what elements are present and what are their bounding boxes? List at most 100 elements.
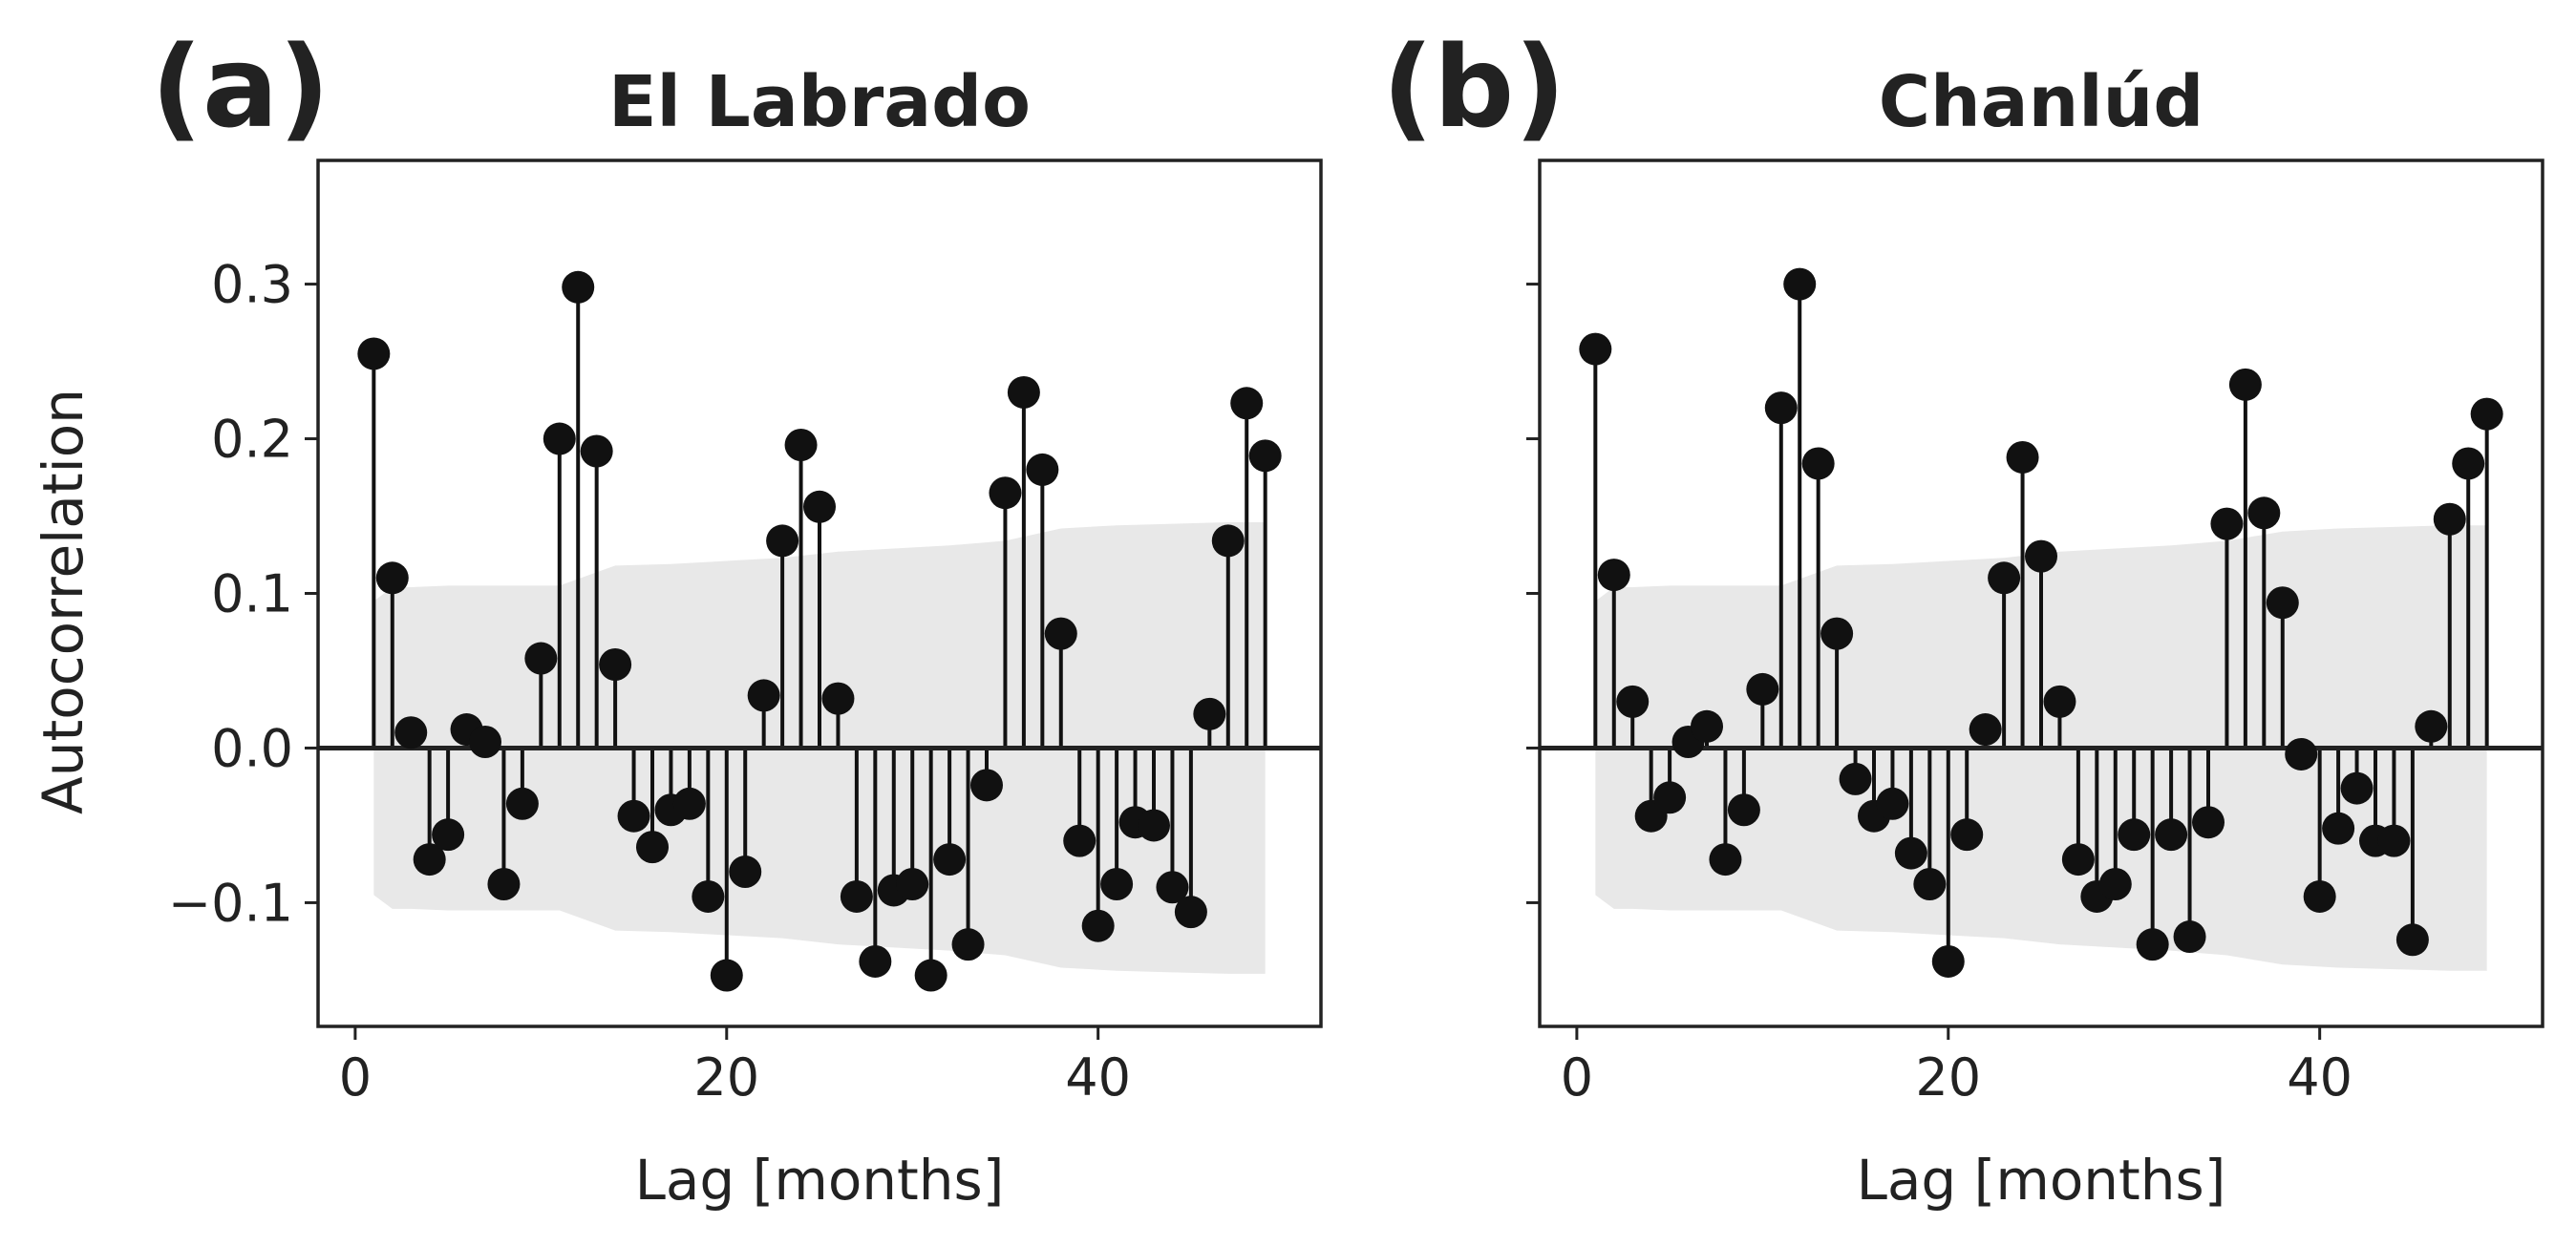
acf-point (821, 682, 855, 715)
acf-point (2136, 928, 2169, 961)
acf-point (1931, 944, 1965, 978)
acf-point (1709, 843, 1742, 876)
acf-point (729, 855, 762, 889)
acf-point (1100, 867, 1134, 900)
y-tick-label: −0.1 (168, 873, 293, 933)
panel-chanlud: (b) Chanlúd Lag [months] 0 20 40 (1382, 21, 2544, 1213)
acf-point (1727, 793, 1760, 827)
acf-point (914, 959, 947, 992)
y-tick-label: 0.3 (211, 255, 293, 315)
acf-point (784, 429, 818, 462)
acf-point (896, 867, 929, 900)
x-tick-label: 20 (693, 1047, 759, 1108)
acf-point (562, 270, 595, 304)
acf-point (432, 818, 465, 852)
acf-point (2155, 818, 2188, 852)
acf-point (2210, 507, 2244, 540)
acf-point (636, 831, 669, 864)
acf-point (469, 725, 501, 758)
x-axis-label-a: Lag [months] (635, 1148, 1005, 1213)
acf-point (1820, 617, 1854, 650)
x-tick-label: 40 (2287, 1047, 2352, 1108)
acf-point (672, 787, 706, 820)
acf-point (2247, 496, 2281, 530)
acf-point (543, 422, 576, 455)
acf-point (1044, 617, 1077, 650)
acf-point (840, 879, 873, 913)
acf-point (1783, 267, 1817, 301)
acf-point (505, 787, 539, 820)
acf-point (1063, 824, 1096, 857)
acf-point (2377, 824, 2411, 857)
acf-point (1969, 713, 2002, 747)
acf-point (1616, 685, 1650, 718)
panel-title-a: El Labrado (608, 61, 1031, 143)
acf-point (692, 879, 725, 913)
acf-point (2043, 685, 2076, 718)
acf-point (1081, 909, 1115, 942)
acf-point (803, 490, 836, 523)
y-tick-label: 0.1 (211, 564, 293, 624)
acf-point (1894, 836, 1927, 870)
x-tick-label: 0 (1561, 1047, 1593, 1108)
acf-point (951, 928, 985, 961)
acf-point (1597, 559, 1630, 592)
acf-point (1950, 818, 1984, 852)
acf-point (2006, 440, 2039, 474)
acf-point (2285, 737, 2318, 771)
acf-point (1156, 871, 1189, 904)
acf-point (2266, 586, 2299, 620)
acf-point (2303, 879, 2336, 913)
acf-point (1138, 809, 1170, 842)
acf-point (1230, 387, 1264, 420)
acf-point (2415, 709, 2448, 743)
acf-point (1913, 867, 1947, 900)
acf-point (617, 799, 650, 833)
acf-point (1746, 672, 1779, 706)
acf-point (599, 648, 632, 682)
acf-point (1193, 697, 1226, 730)
acf-point (2098, 867, 2132, 900)
acf-point (747, 679, 780, 712)
panel-letter-a: (a) (151, 21, 330, 153)
acf-point (710, 959, 743, 992)
acf-point (2452, 447, 2485, 480)
panel-title-b: Chanlúd (1879, 61, 2204, 143)
acf-point (1801, 447, 1835, 480)
y-axis-label-a: Autocorrelation (31, 389, 96, 814)
acf-point (1248, 439, 1282, 473)
acf-point (357, 337, 391, 370)
acf-point (2118, 818, 2151, 852)
acf-point (487, 867, 521, 900)
acf-point (375, 561, 409, 595)
acf-point (580, 434, 613, 468)
acf-point (1579, 332, 1612, 366)
acf-point (2395, 923, 2429, 957)
acf-point (1988, 561, 2021, 595)
acf-point (1007, 375, 1040, 409)
acf-point (1653, 781, 1687, 814)
acf-point (2192, 806, 2225, 839)
acf-point (413, 843, 446, 876)
y-tick-label: 0.0 (211, 718, 293, 778)
x-tick-label: 40 (1065, 1047, 1131, 1108)
acf-point (1691, 709, 1723, 743)
acf-point (970, 769, 1003, 802)
acf-point (2228, 368, 2262, 401)
acf-point (1026, 453, 1059, 486)
acf-point (1876, 787, 1909, 820)
acf-point (766, 524, 799, 558)
acf-point (859, 944, 892, 978)
acf-point (1764, 391, 1798, 425)
acf-point (524, 642, 558, 675)
x-axis-label-b: Lag [months] (1857, 1148, 2226, 1213)
acf-point (2322, 812, 2355, 845)
acf-point (2061, 843, 2095, 876)
acf-point (1211, 524, 1245, 558)
x-tick-label: 20 (1915, 1047, 1981, 1108)
acf-point (2340, 771, 2374, 805)
acf-point (2433, 502, 2466, 536)
acf-point (2025, 539, 2057, 573)
panel-el-labrado: (a) El Labrado Autocorrelation Lag [mont… (31, 21, 1323, 1213)
acf-point (1174, 896, 1207, 929)
